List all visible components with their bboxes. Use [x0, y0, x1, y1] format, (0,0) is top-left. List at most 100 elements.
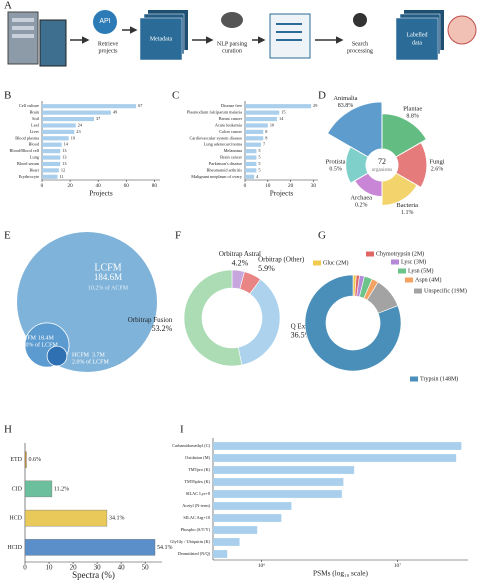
- step-label: data: [412, 40, 422, 46]
- category-label: Bacteria: [396, 202, 418, 209]
- panel-label: I: [180, 424, 184, 436]
- category-label: TMT6plex (K): [184, 479, 210, 484]
- panel-label: G: [318, 230, 326, 242]
- category-label: CID: [12, 486, 23, 492]
- step-label: curation: [222, 48, 242, 54]
- value-label: 13: [62, 155, 66, 160]
- value-label: 3.7M: [92, 352, 106, 358]
- bar: [245, 129, 264, 134]
- brain-icon: [221, 12, 243, 28]
- x-tick-label: 40: [118, 564, 126, 572]
- value-label: 14: [279, 116, 284, 121]
- x-tick-label: 30: [94, 564, 102, 572]
- circle-name: HCFM: [72, 352, 90, 358]
- value-label: 67: [138, 103, 143, 108]
- bar: [42, 104, 137, 109]
- value-label: 37: [96, 116, 101, 121]
- value-label: 53.2%: [152, 324, 173, 333]
- category-label: Parkinson's disease: [209, 161, 242, 166]
- category-label: Colon cancer: [219, 129, 242, 134]
- x-tick-label: 80: [152, 183, 158, 189]
- x-axis-label: PSMs (log₁₀ scale): [313, 569, 369, 578]
- value-label: 23: [76, 129, 80, 134]
- category-label: Orbitrap Fusion: [128, 316, 173, 324]
- value-label: 83.8%: [338, 103, 354, 109]
- category-label: Plantae: [403, 105, 422, 112]
- category-label: Orbitrap (Other): [258, 256, 305, 264]
- rose-wedge: [395, 141, 428, 189]
- step-label: Metadata: [150, 36, 173, 42]
- bar: [245, 123, 268, 128]
- x-tick-label: 10: [46, 564, 54, 572]
- value-label: 2.6%: [431, 166, 444, 172]
- step-label: NLP parsing: [217, 41, 247, 47]
- rose-wedge: [381, 113, 428, 158]
- category-label: Oxidation (M): [185, 455, 211, 460]
- bar: [24, 509, 108, 527]
- bar: [213, 490, 342, 498]
- bar: [245, 110, 280, 115]
- bar: [42, 155, 61, 160]
- bar: [42, 136, 69, 141]
- bar: [245, 149, 257, 154]
- value-label: 13: [62, 161, 66, 166]
- category-label: HCID: [7, 545, 22, 551]
- x-tick-label: 20: [70, 564, 78, 572]
- panel-label: E: [4, 230, 11, 242]
- value-label: 11: [59, 174, 63, 179]
- step-label: Search: [352, 41, 368, 47]
- checklist-lines: [276, 23, 302, 41]
- value-label: 184.6M: [94, 272, 122, 282]
- value-label: 49: [113, 110, 117, 115]
- x-tick-label: 0: [41, 183, 44, 189]
- bar: [42, 142, 62, 147]
- value-label: 13: [62, 148, 66, 153]
- category-label: Animalia: [333, 95, 357, 102]
- bar: [245, 161, 257, 167]
- legend-label: Lysc (3M): [401, 258, 426, 265]
- value-label: 4: [256, 174, 259, 179]
- x-tick-label: 10: [265, 183, 271, 189]
- legend-label: Chymotrypsin (2M): [376, 250, 424, 257]
- bar: [42, 149, 61, 154]
- rose-wedge: [345, 146, 369, 184]
- category-label: Cell culture: [19, 103, 39, 108]
- category-label: Malignant neoplasm of ovary: [191, 174, 243, 179]
- category-label: Blood: [28, 142, 39, 147]
- legend-label: Lysn (5M): [408, 267, 434, 274]
- server-icon: [39, 19, 67, 67]
- category-label: Plasmodium falciparum malaria: [187, 110, 242, 115]
- category-label: Leaf: [31, 122, 39, 127]
- legend-swatch: [391, 259, 399, 265]
- x-tick-label: 30: [311, 183, 317, 189]
- value-label: 54.1%: [157, 545, 173, 551]
- bar: [213, 550, 228, 558]
- legend-swatch: [398, 268, 406, 274]
- x-tick-label: 20: [67, 183, 73, 189]
- value-label: 8: [265, 135, 267, 140]
- value-label: 5: [258, 161, 260, 166]
- category-label: Phospho (S/T/Y): [181, 527, 211, 532]
- legend-swatch: [366, 251, 374, 257]
- category-label: Orbitrap Astral: [219, 250, 261, 258]
- category-label: Blood plasma: [15, 135, 39, 140]
- category-label: Blood/Blood cell: [10, 148, 40, 153]
- bar: [213, 502, 292, 510]
- x-tick-label: 10⁷: [394, 563, 401, 569]
- panel-label: A: [4, 0, 12, 12]
- api-text: API: [99, 18, 110, 25]
- value-label: 12: [61, 167, 65, 172]
- x-axis-label: Spectra (%): [72, 570, 115, 580]
- category-label: Acute leukemia: [215, 122, 242, 127]
- category-label: Heart: [29, 167, 39, 172]
- rose-wedge: [326, 101, 383, 158]
- panel-label: D: [318, 90, 326, 102]
- bar: [245, 104, 312, 109]
- bar: [42, 116, 94, 122]
- category-label: TMTpro (K): [188, 467, 210, 472]
- bar: [213, 454, 457, 462]
- value-label: 36.5%: [291, 331, 312, 340]
- checklist-icon: [269, 13, 311, 59]
- bar: [245, 136, 264, 141]
- diagram: API Retrieve projects Metadata NLP parsi…: [7, 10, 477, 67]
